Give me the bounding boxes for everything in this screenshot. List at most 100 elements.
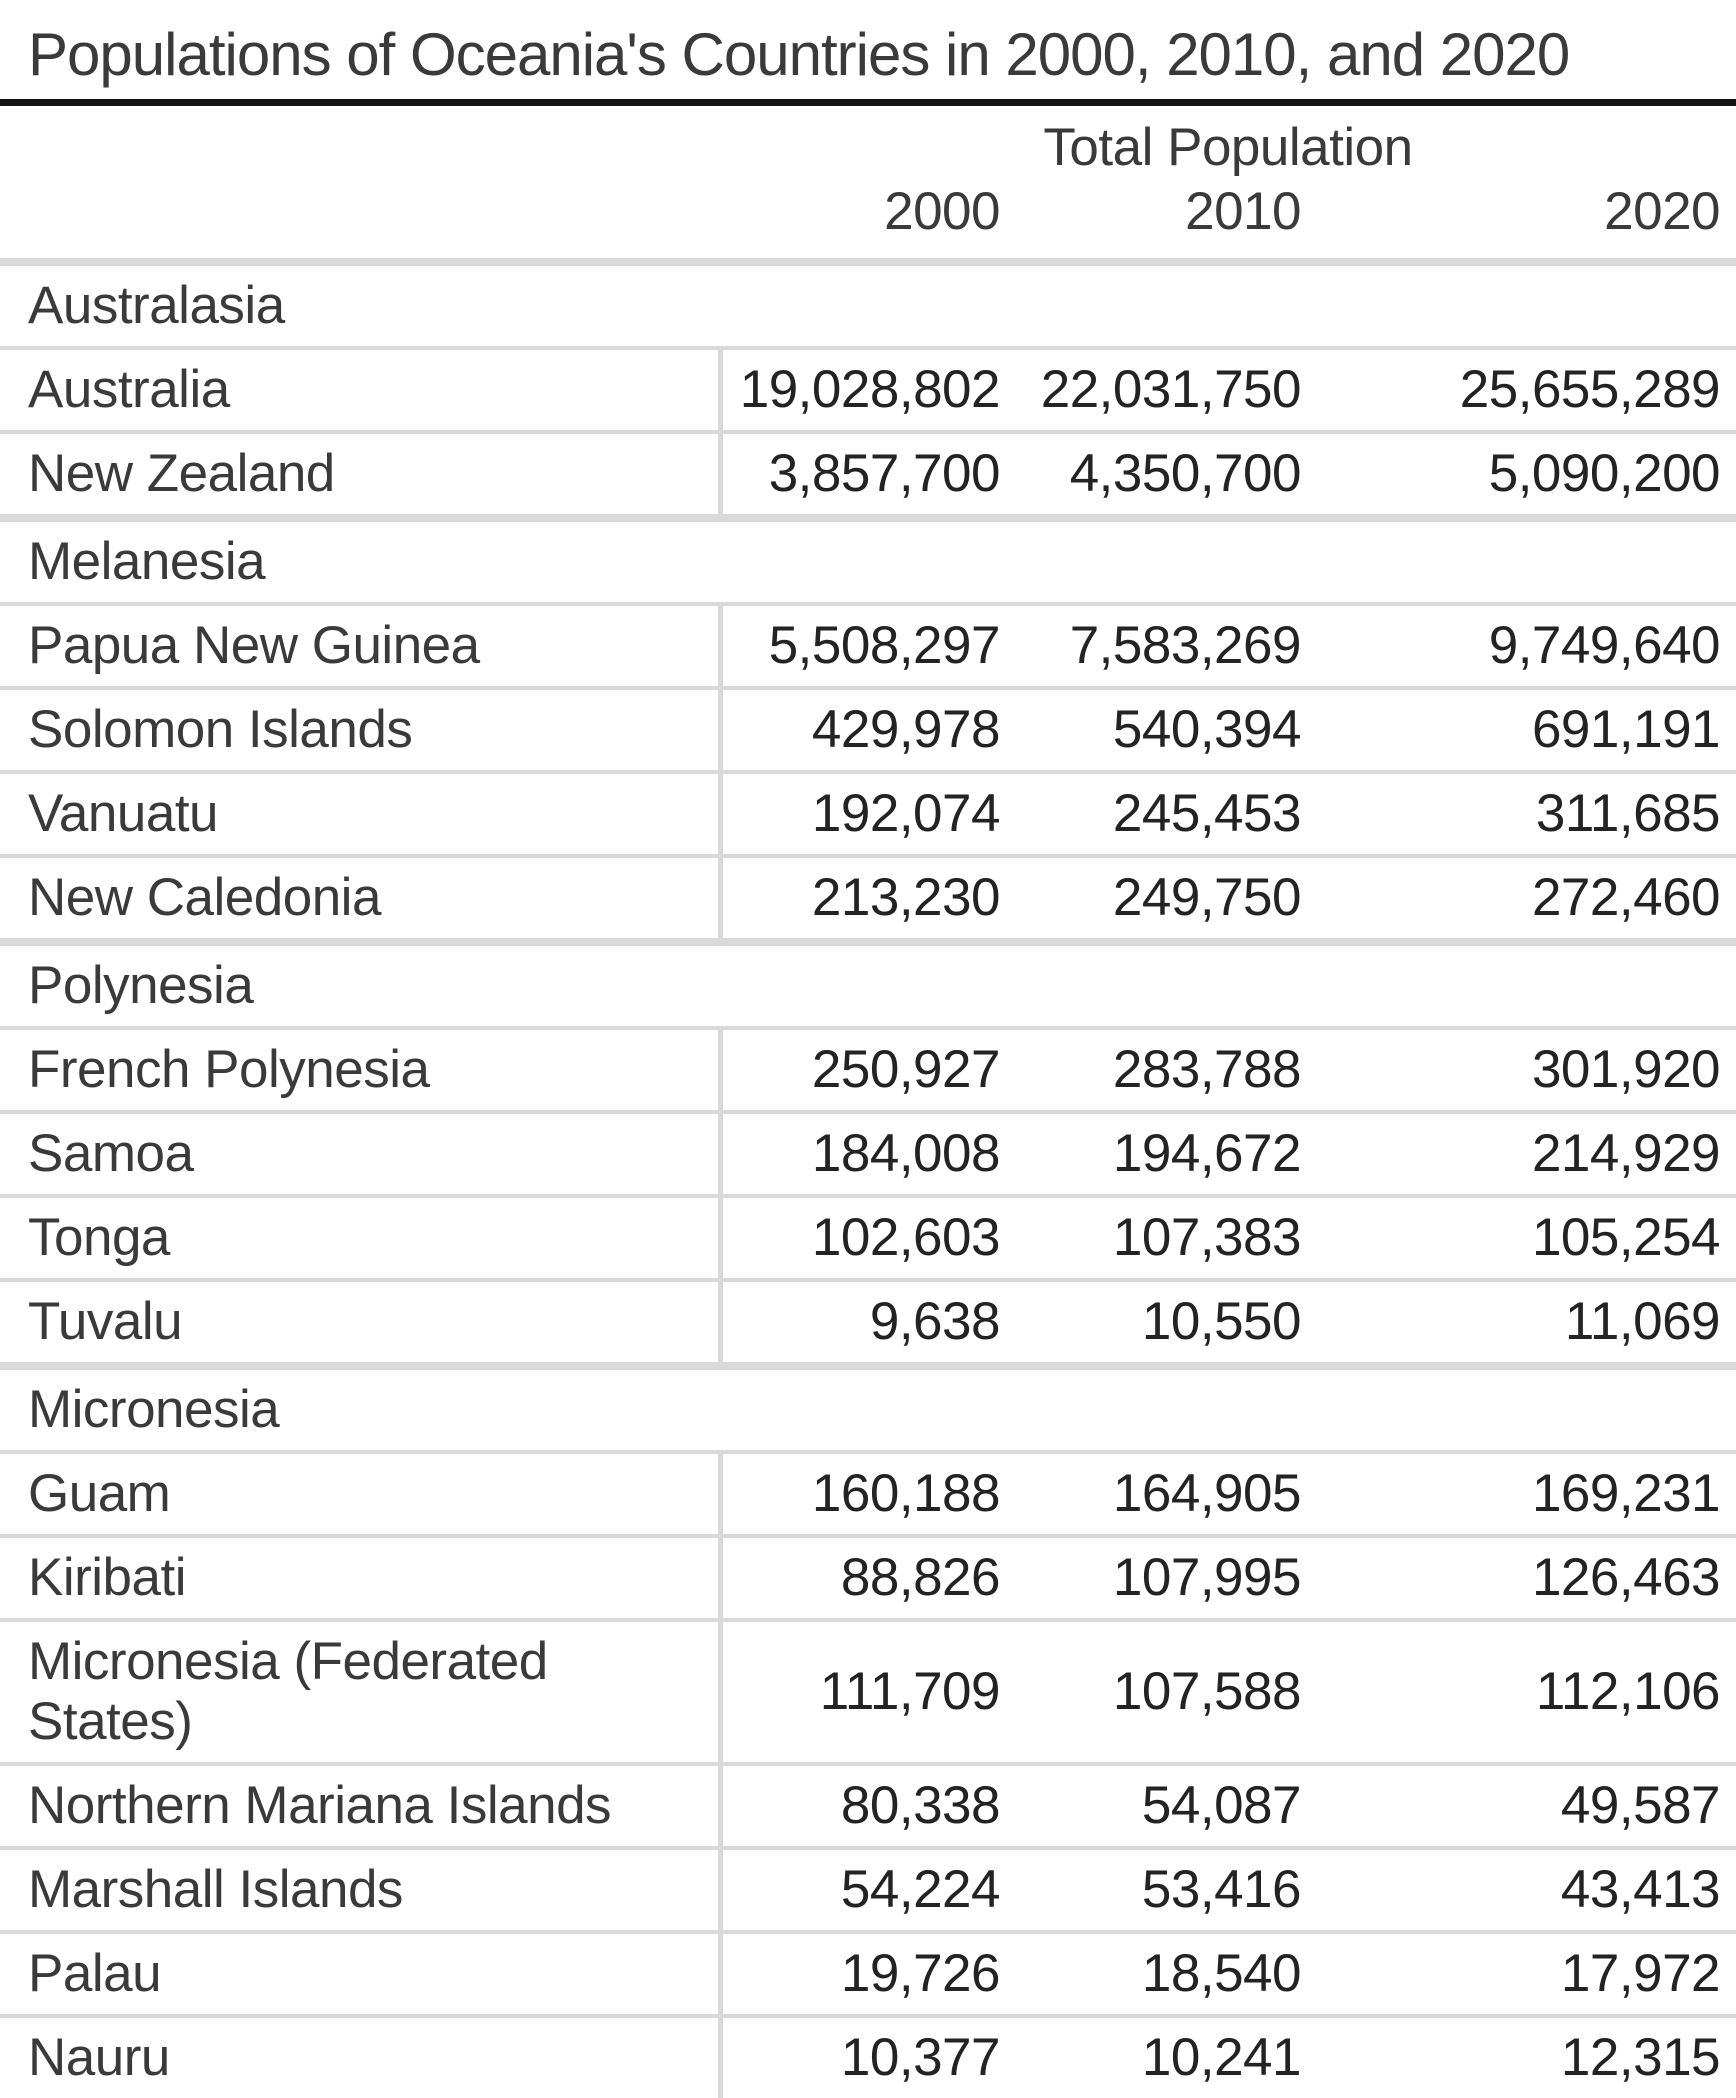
- population-2020-cell: 25,655,289: [1317, 346, 1736, 432]
- population-2010-cell: 22,031,750: [1016, 346, 1317, 432]
- population-2010-cell: 4,350,700: [1016, 430, 1317, 518]
- population-2010-cell: 53,416: [1016, 1846, 1317, 1932]
- country-name-cell: Tuvalu: [0, 1278, 723, 1366]
- population-2000-cell: 9,638: [720, 1278, 1016, 1366]
- population-2000-cell: 102,603: [720, 1194, 1016, 1280]
- population-2020-cell: 43,413: [1317, 1846, 1736, 1932]
- table-row: Micronesia (Federated States) 111,709 10…: [0, 1618, 1736, 1764]
- population-2020-cell: 169,231: [1317, 1450, 1736, 1536]
- population-2020-cell: 301,920: [1317, 1026, 1736, 1112]
- section-name: Melanesia: [0, 514, 1736, 604]
- group-header-row: Total Population: [0, 106, 1736, 180]
- page-title: Populations of Oceania's Countries in 20…: [28, 21, 1570, 88]
- year-header-2000: 2000: [884, 182, 1000, 241]
- population-2000-cell: 111,709: [720, 1618, 1016, 1764]
- population-2000-cell: 213,230: [720, 854, 1016, 942]
- country-name-cell: Samoa: [0, 1110, 723, 1196]
- population-2000-cell: 80,338: [720, 1762, 1016, 1848]
- country-name-cell: Marshall Islands: [0, 1846, 723, 1932]
- section-name: Polynesia: [0, 938, 1736, 1028]
- population-table: Total Population 2000 2010 2020 Australa…: [0, 106, 1736, 2098]
- country-name-cell: Palau: [0, 1930, 723, 2016]
- table-body: Australasia Australia 19,028,802 22,031,…: [0, 258, 1736, 2098]
- population-2000-cell: 160,188: [720, 1450, 1016, 1536]
- section-name: Australasia: [0, 258, 1736, 348]
- population-2010-cell: 107,383: [1016, 1194, 1317, 1280]
- table-row: Palau 19,726 18,540 17,972: [0, 1930, 1736, 2016]
- country-name-cell: Papua New Guinea: [0, 602, 723, 688]
- table-row: Kiribati 88,826 107,995 126,463: [0, 1534, 1736, 1620]
- population-2010-cell: 10,241: [1016, 2014, 1317, 2098]
- country-name-cell: New Zealand: [0, 430, 723, 518]
- year-header-row: 2000 2010 2020: [0, 180, 1736, 262]
- country-name-cell: Guam: [0, 1450, 723, 1536]
- population-2020-cell: 5,090,200: [1317, 430, 1736, 518]
- population-2020-cell: 272,460: [1317, 854, 1736, 942]
- section-header-row: Australasia: [0, 258, 1736, 348]
- population-2000-cell: 88,826: [720, 1534, 1016, 1620]
- population-2010-cell: 245,453: [1016, 770, 1317, 856]
- country-name-cell: Solomon Islands: [0, 686, 723, 772]
- population-2000-cell: 192,074: [720, 770, 1016, 856]
- population-2010-cell: 283,788: [1016, 1026, 1317, 1112]
- population-2010-cell: 194,672: [1016, 1110, 1317, 1196]
- population-2010-cell: 164,905: [1016, 1450, 1317, 1536]
- country-name-cell: Australia: [0, 346, 723, 432]
- country-name-cell: Nauru: [0, 2014, 723, 2098]
- country-name-cell: Northern Mariana Islands: [0, 1762, 723, 1848]
- country-name-cell: Micronesia (Federated States): [0, 1618, 723, 1764]
- table-row: Marshall Islands 54,224 53,416 43,413: [0, 1846, 1736, 1932]
- table-row: Papua New Guinea 5,508,297 7,583,269 9,7…: [0, 602, 1736, 688]
- population-2010-cell: 10,550: [1016, 1278, 1317, 1366]
- country-name-cell: New Caledonia: [0, 854, 723, 942]
- population-2010-cell: 107,588: [1016, 1618, 1317, 1764]
- table-row: Samoa 184,008 194,672 214,929: [0, 1110, 1736, 1196]
- population-2000-cell: 54,224: [720, 1846, 1016, 1932]
- population-2000-cell: 5,508,297: [720, 602, 1016, 688]
- country-name-cell: Vanuatu: [0, 770, 723, 856]
- table-row: Guam 160,188 164,905 169,231: [0, 1450, 1736, 1536]
- table-row: Tonga 102,603 107,383 105,254: [0, 1194, 1736, 1280]
- population-2020-cell: 112,106: [1317, 1618, 1736, 1764]
- population-2020-cell: 9,749,640: [1317, 602, 1736, 688]
- population-2020-cell: 49,587: [1317, 1762, 1736, 1848]
- population-2010-cell: 18,540: [1016, 1930, 1317, 2016]
- population-2020-cell: 105,254: [1317, 1194, 1736, 1280]
- table-row: New Zealand 3,857,700 4,350,700 5,090,20…: [0, 430, 1736, 518]
- table-row: Tuvalu 9,638 10,550 11,069: [0, 1278, 1736, 1366]
- table-row: New Caledonia 213,230 249,750 272,460: [0, 854, 1736, 942]
- table-row: Solomon Islands 429,978 540,394 691,191: [0, 686, 1736, 772]
- population-2000-cell: 19,028,802: [720, 346, 1016, 432]
- country-name-cell: French Polynesia: [0, 1026, 723, 1112]
- population-2010-cell: 540,394: [1016, 686, 1317, 772]
- population-2020-cell: 214,929: [1317, 1110, 1736, 1196]
- year-header-2010: 2010: [1185, 182, 1301, 241]
- population-2010-cell: 54,087: [1016, 1762, 1317, 1848]
- title-rule: [0, 99, 1736, 106]
- population-2000-cell: 250,927: [720, 1026, 1016, 1112]
- population-2020-cell: 691,191: [1317, 686, 1736, 772]
- table-row: Nauru 10,377 10,241 12,315: [0, 2014, 1736, 2098]
- corner-blank-cell: [0, 106, 720, 180]
- section-name: Micronesia: [0, 1362, 1736, 1452]
- country-name-cell: Kiribati: [0, 1534, 723, 1620]
- section-header-row: Melanesia: [0, 514, 1736, 604]
- section-header-row: Polynesia: [0, 938, 1736, 1028]
- table-row: French Polynesia 250,927 283,788 301,920: [0, 1026, 1736, 1112]
- population-2000-cell: 10,377: [720, 2014, 1016, 2098]
- table-row: Vanuatu 192,074 245,453 311,685: [0, 770, 1736, 856]
- population-2010-cell: 249,750: [1016, 854, 1317, 942]
- population-2020-cell: 311,685: [1317, 770, 1736, 856]
- population-2020-cell: 11,069: [1317, 1278, 1736, 1366]
- total-population-header: Total Population: [1043, 118, 1413, 177]
- table-header: Total Population 2000 2010 2020: [0, 106, 1736, 262]
- blank-cell: [0, 180, 720, 262]
- section-header-row: Micronesia: [0, 1362, 1736, 1452]
- table-row: Australia 19,028,802 22,031,750 25,655,2…: [0, 346, 1736, 432]
- population-2000-cell: 3,857,700: [720, 430, 1016, 518]
- population-2000-cell: 429,978: [720, 686, 1016, 772]
- population-2000-cell: 19,726: [720, 1930, 1016, 2016]
- population-2010-cell: 7,583,269: [1016, 602, 1317, 688]
- population-2000-cell: 184,008: [720, 1110, 1016, 1196]
